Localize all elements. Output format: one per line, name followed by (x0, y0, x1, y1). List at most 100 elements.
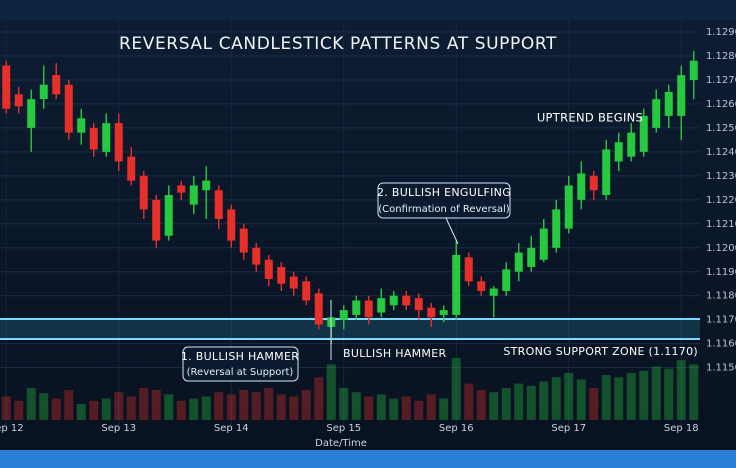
volume-bar (1, 396, 11, 420)
y-tick-label: 1.1170 (706, 315, 736, 326)
candle-body (452, 254, 461, 315)
volume-bar (601, 375, 611, 420)
y-tick-label: 1.1260 (706, 99, 736, 110)
volume-bar (14, 400, 24, 420)
x-tick-label: Sep 16 (439, 423, 474, 434)
candle-body (314, 293, 323, 325)
volume-bar (651, 366, 661, 420)
annotation-subtitle: (Reversal at Support) (187, 367, 294, 378)
volume-bar (426, 394, 436, 420)
annotation-pointer (445, 217, 459, 245)
candle-body (552, 209, 561, 248)
volume-bar (664, 368, 674, 420)
candle-body (302, 281, 311, 301)
volume-bar (114, 392, 124, 420)
candle-body (477, 281, 486, 291)
annotation-box (377, 182, 511, 219)
candle-body (127, 156, 136, 181)
volume-bar (326, 364, 336, 420)
candle-body (339, 310, 348, 320)
candle-body (27, 99, 36, 128)
candle-body (627, 132, 636, 157)
candle-body (164, 195, 173, 236)
volume-bar (226, 394, 236, 420)
x-tick-label: Sep 12 (0, 423, 24, 434)
candle-body (439, 310, 448, 315)
top-strip (0, 0, 736, 20)
volume-bar (464, 383, 474, 420)
candle-body (264, 259, 273, 279)
volume-bar (164, 394, 174, 420)
candle-body (139, 175, 148, 210)
volume-bar (339, 387, 349, 420)
candle-body (589, 175, 598, 191)
y-tick-label: 1.1250 (706, 123, 736, 134)
candle-body (2, 65, 11, 109)
volume-bar (639, 370, 649, 420)
volume-layer (1, 358, 699, 420)
volume-bar (176, 400, 186, 420)
volume-bar (276, 394, 286, 420)
candle-body (464, 257, 473, 282)
candle-body (52, 75, 61, 95)
volume-bar (26, 387, 36, 420)
candle-body (502, 269, 511, 291)
y-tick-label: 1.1230 (706, 171, 736, 182)
volume-bar (126, 396, 136, 420)
candle-body (277, 266, 286, 284)
candle-body (352, 300, 361, 315)
candle-body (689, 60, 698, 80)
candle-body (514, 252, 523, 272)
volume-bar (576, 379, 586, 420)
candle-body (414, 298, 423, 311)
candle-body (64, 84, 73, 133)
y-tick-label: 1.1160 (706, 339, 736, 350)
candle-body (577, 173, 586, 200)
annotation: UPTREND BEGINS (537, 111, 643, 125)
x-tick-label: Sep 17 (551, 423, 586, 434)
volume-bar (101, 398, 111, 420)
candle-body (539, 228, 548, 260)
volume-bar (589, 387, 599, 420)
candle-body (602, 149, 611, 196)
volume-bar (201, 396, 211, 420)
candle-body (389, 295, 398, 306)
candle-body (77, 118, 86, 133)
volume-bar (89, 400, 99, 420)
volume-bar (476, 390, 486, 420)
candle-body (489, 288, 498, 296)
candle-body (427, 307, 436, 318)
y-tick-label: 1.1150 (706, 363, 736, 374)
volume-bar (139, 387, 149, 420)
candle-body (289, 276, 298, 289)
volume-bar (301, 390, 311, 420)
y-tick-label: 1.1220 (706, 195, 736, 206)
volume-bar (551, 377, 561, 420)
volume-bar (251, 392, 261, 420)
volume-bar (414, 400, 424, 420)
volume-bar (239, 390, 249, 420)
candle-body (189, 185, 198, 205)
candle-body (364, 300, 373, 318)
grid (0, 20, 700, 430)
volume-bar (526, 385, 536, 420)
candle-body (114, 123, 123, 162)
volume-bar (189, 398, 199, 420)
annotation-title: 1. BULLISH HAMMER (181, 350, 299, 363)
x-tick-label: Sep 13 (101, 423, 136, 434)
volume-bar (564, 372, 574, 420)
y-tick-label: 1.1200 (706, 243, 736, 254)
volume-bar (376, 394, 386, 420)
support-zone (0, 319, 700, 339)
annotation-subtitle: (Confirmation of Reversal) (378, 204, 510, 215)
y-tick-label: 1.1290 (706, 27, 736, 38)
x-tick-label: Sep 18 (664, 423, 699, 434)
y-tick-label: 1.1190 (706, 267, 736, 278)
y-tick-label: 1.1210 (706, 219, 736, 230)
candle-body (402, 295, 411, 306)
volume-bar (501, 387, 511, 420)
volume-bar (64, 390, 74, 420)
candle-body (214, 190, 223, 220)
candle-body (677, 75, 686, 116)
